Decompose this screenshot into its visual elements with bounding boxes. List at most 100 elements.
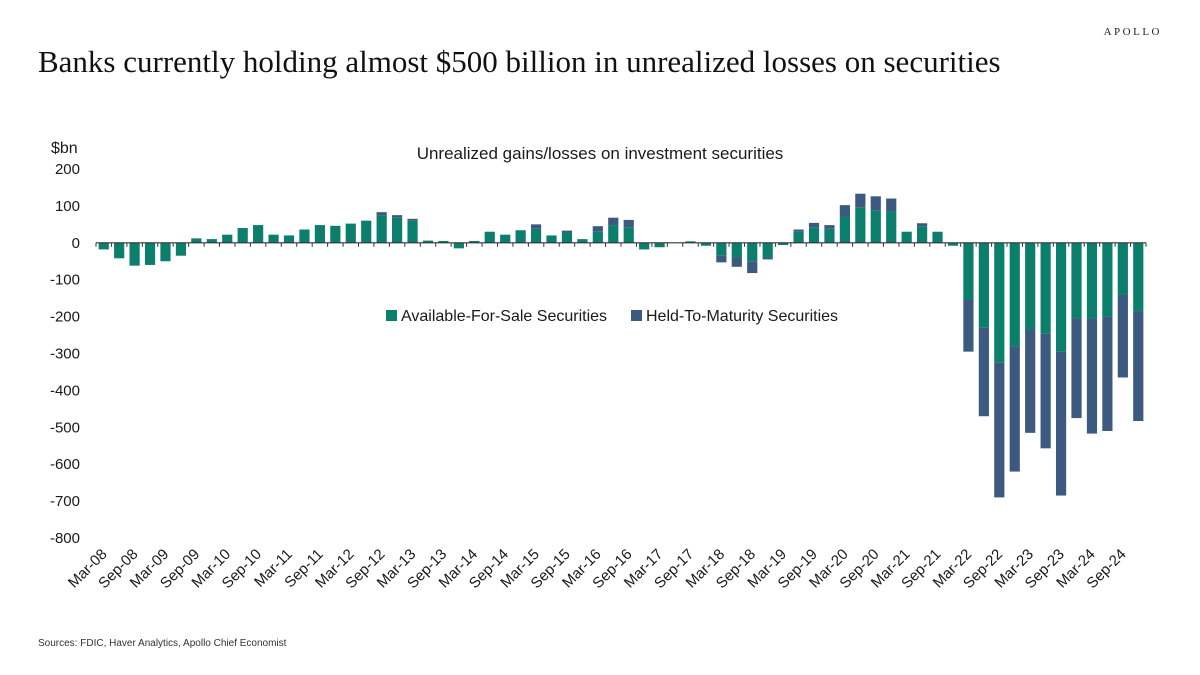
- y-tick-label: -300: [50, 346, 80, 363]
- htm-bar: [561, 230, 573, 233]
- afs-bar: [237, 228, 248, 243]
- afs-bar: [1071, 242, 1082, 319]
- afs-bar: [886, 211, 897, 243]
- afs-bar: [762, 242, 773, 258]
- legend-label: Available-For-Sale Securities: [401, 308, 607, 325]
- chart-title: Unrealized gains/losses on investment se…: [417, 144, 784, 163]
- afs-bar: [839, 216, 850, 243]
- afs-bar: [299, 229, 310, 243]
- htm-bar: [1025, 329, 1036, 433]
- afs-bar: [1117, 242, 1128, 295]
- htm-bar: [1102, 316, 1113, 431]
- afs-bar: [716, 242, 727, 256]
- y-tick-label: -600: [50, 456, 80, 473]
- afs-bar: [1025, 242, 1036, 330]
- afs-bar: [175, 242, 187, 256]
- afs-bar: [484, 231, 495, 243]
- y-tick-label: -100: [50, 272, 80, 289]
- afs-bar: [500, 234, 511, 243]
- htm-bar: [407, 218, 418, 221]
- htm-bar: [1071, 318, 1082, 419]
- afs-bar: [654, 242, 665, 248]
- afs-bar: [144, 242, 156, 265]
- afs-bar: [453, 242, 464, 249]
- afs-bar: [1009, 242, 1020, 347]
- htm-bar: [793, 229, 804, 232]
- afs-bar: [978, 242, 989, 328]
- htm-bar: [1055, 351, 1067, 496]
- htm-bar: [1009, 346, 1020, 472]
- afs-bar: [778, 242, 789, 246]
- afs-bar: [1102, 242, 1113, 317]
- brand-logo: APOLLO: [1103, 26, 1162, 38]
- htm-bar: [623, 219, 634, 228]
- afs-bar: [407, 220, 418, 243]
- afs-bar: [808, 227, 820, 243]
- afs-bar: [114, 242, 125, 259]
- afs-bar: [932, 231, 943, 243]
- afs-bar: [206, 239, 217, 243]
- afs-bar: [1133, 242, 1144, 312]
- afs-bar: [314, 225, 325, 243]
- y-tick-label: 0: [72, 235, 80, 252]
- afs-bar: [561, 232, 573, 243]
- htm-bar: [1133, 311, 1144, 422]
- afs-bar: [438, 240, 449, 243]
- afs-bar: [700, 242, 712, 246]
- afs-bar: [1040, 242, 1051, 334]
- afs-bar: [623, 227, 634, 243]
- htm-bar: [917, 223, 928, 227]
- afs-bar: [268, 234, 279, 243]
- source-note: Sources: FDIC, Haver Analytics, Apollo C…: [38, 638, 287, 649]
- legend: Available-For-Sale Securities Held-To-Mat…: [386, 308, 838, 325]
- afs-bar: [98, 242, 109, 250]
- afs-bar: [469, 240, 480, 243]
- afs-bar: [330, 225, 341, 243]
- afs-bar: [994, 242, 1005, 363]
- htm-bar: [978, 327, 989, 417]
- htm-bar: [592, 226, 603, 232]
- afs-bar: [639, 242, 650, 250]
- y-tick-label: -500: [50, 419, 80, 436]
- afs-bar: [577, 239, 588, 243]
- y-tick-label: -400: [50, 382, 80, 399]
- afs-bar: [530, 228, 542, 243]
- htm-bar: [731, 257, 742, 267]
- htm-bar: [716, 255, 727, 263]
- htm-bar: [376, 212, 387, 216]
- afs-bar: [793, 231, 804, 243]
- afs-bar: [376, 215, 387, 243]
- afs-bar: [361, 220, 372, 243]
- afs-bar: [855, 207, 866, 243]
- afs-bar: [160, 242, 171, 262]
- htm-bar: [1117, 294, 1128, 378]
- afs-bar: [1055, 242, 1067, 352]
- afs-bar: [253, 225, 264, 243]
- htm-bar: [762, 257, 773, 260]
- afs-bar: [963, 242, 974, 300]
- afs-bar: [515, 230, 526, 243]
- htm-bar: [608, 217, 619, 226]
- afs-bar: [191, 238, 202, 243]
- afs-bar: [392, 217, 403, 243]
- afs-bar: [129, 242, 140, 266]
- y-tick-label: -800: [50, 530, 80, 547]
- afs-bar: [283, 235, 295, 243]
- htm-bar: [1040, 333, 1051, 449]
- y-tick-label: 200: [55, 161, 80, 178]
- afs-bar: [685, 241, 696, 243]
- afs-bar: [870, 210, 881, 243]
- afs-bar: [546, 235, 557, 243]
- htm-bar: [824, 225, 835, 229]
- afs-bar: [592, 231, 603, 243]
- afs-bar: [222, 234, 233, 243]
- afs-bar: [1086, 242, 1098, 319]
- afs-bar: [917, 226, 928, 243]
- afs-bar: [947, 242, 959, 246]
- htm-bar: [747, 261, 758, 274]
- htm-bar: [963, 300, 974, 352]
- afs-bar: [731, 242, 742, 258]
- afs-bar: [901, 231, 912, 243]
- htm-bar: [530, 224, 542, 229]
